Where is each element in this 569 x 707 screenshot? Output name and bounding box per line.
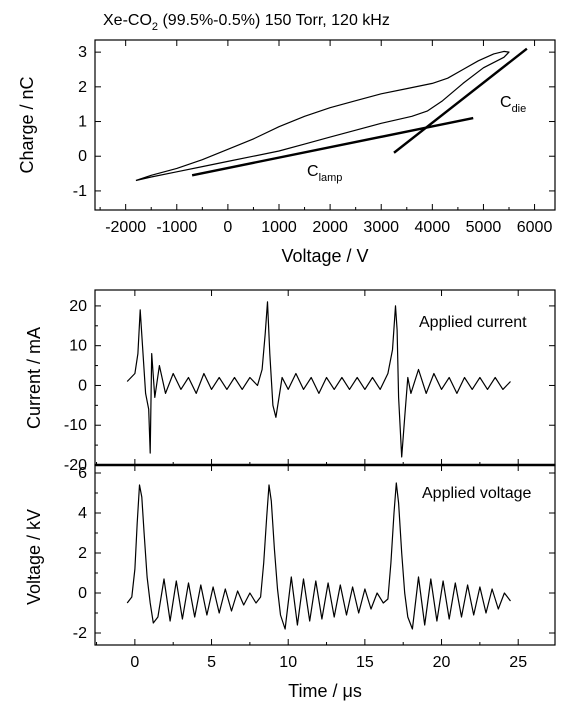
x-tick-label: -2000 <box>105 219 146 236</box>
plot-frame <box>94 39 556 211</box>
y-tick-label: -20 <box>64 457 87 474</box>
x-tick-label: 6000 <box>517 219 553 236</box>
y-tick-label: 2 <box>78 79 87 96</box>
y-tick-label: 0 <box>78 585 87 602</box>
data-group <box>126 301 511 458</box>
y-tick-label: 10 <box>69 338 87 355</box>
x-tick-label: 4000 <box>415 219 451 236</box>
data-group <box>135 47 528 182</box>
x-tick-label: 10 <box>279 654 297 671</box>
x-axis-label: Voltage / V <box>281 246 368 266</box>
x-tick-label: 5 <box>207 654 216 671</box>
y-tick-label: 2 <box>78 545 87 562</box>
y-tick-label: -2 <box>73 625 87 642</box>
y-tick-label: 4 <box>78 505 87 522</box>
applied-voltage-label: Applied voltage <box>422 485 532 502</box>
y-tick-label: 6 <box>78 465 87 482</box>
x-tick-label: 25 <box>509 654 527 671</box>
y-tick-label: 0 <box>78 377 87 394</box>
applied-current-label: Applied current <box>419 314 527 331</box>
x-tick-label: 2000 <box>312 219 348 236</box>
y-tick-label: 3 <box>78 44 87 61</box>
figure-title: Xe-CO2 (99.5%-0.5%) 150 Torr, 120 kHz <box>103 12 390 33</box>
c-lamp-label: Clamp <box>307 163 342 184</box>
c-die-label: Cdie <box>500 94 526 115</box>
x-tick-label: 15 <box>356 654 374 671</box>
x-tick-label: -1000 <box>156 219 197 236</box>
y-axis-label: Charge / nC <box>17 76 37 173</box>
x-axis-label: Time / μs <box>288 681 362 701</box>
y-tick-label: 20 <box>69 298 87 315</box>
data-group <box>126 482 511 630</box>
x-tick-label: 0 <box>130 654 139 671</box>
y-axis-label: Current / mA <box>24 327 44 429</box>
tick-group: -1 0 1 2 3 -2000 -1000 0 1000 2000 3000 4000 5000 600… <box>73 40 555 236</box>
tick-group: -2 0 2 4 6 0 5 10 15 20 25 <box>73 465 555 671</box>
fit-line-die <box>393 47 528 154</box>
data-series-line <box>126 301 511 458</box>
x-tick-label: 3000 <box>363 219 399 236</box>
x-tick-label: 5000 <box>466 219 502 236</box>
charge-voltage-panel: -1 0 1 2 3 -2000 -1000 0 1000 2000 3000 4000 5000 600… <box>17 39 556 266</box>
x-tick-label: 1000 <box>261 219 297 236</box>
y-tick-label: 1 <box>78 114 87 131</box>
current-panel: -20 -10 0 10 20 Current / mA Applied current <box>24 289 556 474</box>
x-tick-label: 0 <box>223 219 232 236</box>
data-series-line <box>126 482 511 630</box>
y-axis-label: Voltage / kV <box>24 509 44 605</box>
y-tick-label: 0 <box>78 148 87 165</box>
data-series-line <box>135 50 510 182</box>
x-tick-label: 20 <box>433 654 451 671</box>
y-tick-label: -10 <box>64 417 87 434</box>
y-tick-label: -1 <box>73 183 87 200</box>
